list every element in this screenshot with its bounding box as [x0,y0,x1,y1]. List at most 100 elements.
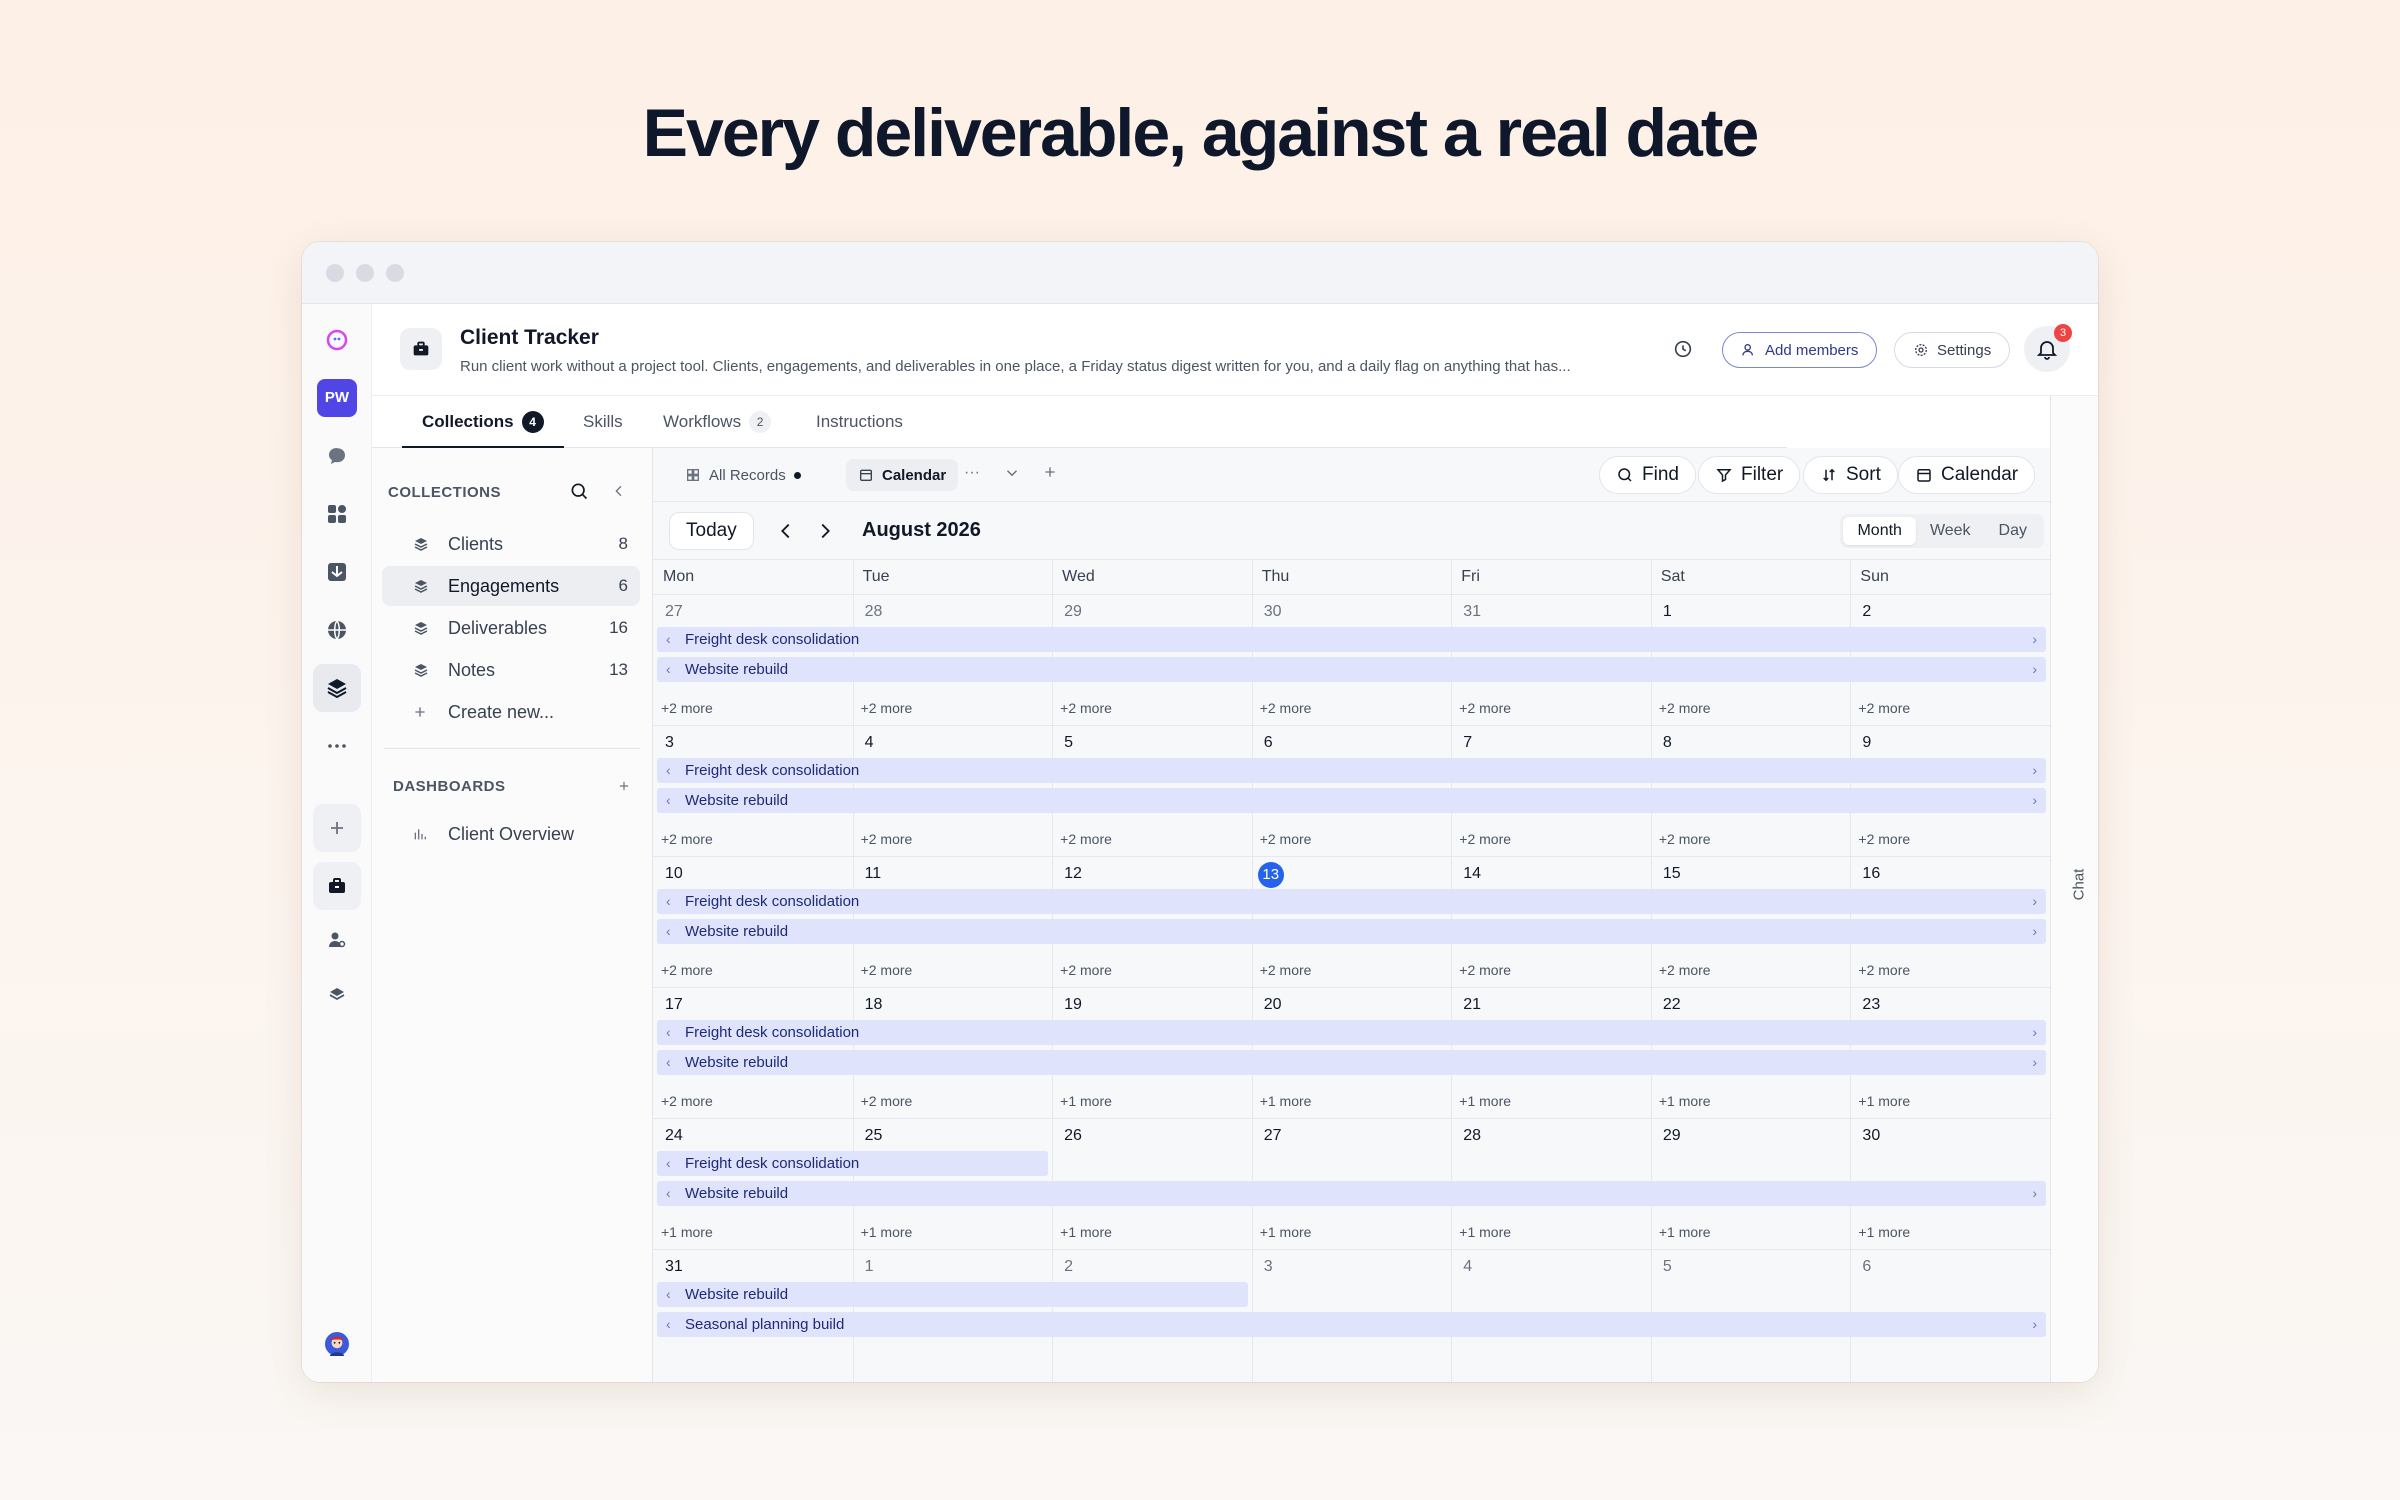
day-number[interactable]: 6 [1263,734,1273,751]
day-number[interactable]: 15 [1662,865,1681,882]
more-events-link[interactable]: +2 more [860,700,913,716]
day-number[interactable]: 31 [1463,603,1482,620]
day-number[interactable]: 26 [1064,1127,1082,1144]
today-button[interactable]: Today [669,512,754,550]
more-events-link[interactable]: +2 more [1259,700,1312,716]
window-zoom-dot[interactable] [386,264,404,282]
more-events-link[interactable]: +2 more [1259,831,1312,847]
day-number[interactable]: 2 [1862,603,1872,620]
event-bar[interactable]: ‹ Freight desk consolidation › [657,1020,2046,1045]
day-number[interactable]: 28 [864,603,883,620]
event-bar[interactable]: ‹ Website rebuild › [657,1050,2046,1075]
day-number[interactable]: 18 [864,996,883,1013]
day-number[interactable]: 5 [1064,734,1074,751]
inbox-icon[interactable] [313,548,361,596]
event-bar[interactable]: ‹ Website rebuild › [657,919,2046,944]
event-bar[interactable]: ‹ Freight desk consolidation › [657,758,2046,783]
day-number[interactable]: 1 [1662,603,1672,620]
more-events-link[interactable]: +2 more [1459,962,1512,978]
mode-day[interactable]: Day [1998,522,2027,539]
settings-button[interactable]: Settings [1894,332,2011,368]
globe-icon[interactable] [313,606,361,654]
filter-button[interactable]: Filter [1698,456,1801,494]
day-number[interactable]: 30 [1263,603,1282,620]
day-number[interactable]: 3 [665,734,674,751]
more-dots-icon[interactable] [313,722,361,770]
day-number[interactable]: 20 [1263,996,1282,1013]
event-bar[interactable]: ‹ Website rebuild [657,1282,1248,1307]
previous-month-button[interactable] [775,520,799,544]
more-events-link[interactable]: +2 more [661,700,713,716]
event-bar[interactable]: ‹ Seasonal planning build › [657,1312,2046,1337]
view-calendar[interactable]: Calendar [846,459,959,491]
day-number[interactable]: 29 [1064,603,1082,620]
more-events-link[interactable]: +1 more [1060,1224,1112,1240]
mode-month[interactable]: Month [1843,517,1916,545]
event-bar[interactable]: ‹ Website rebuild › [657,788,2046,813]
dashboard-item-client-overview[interactable]: Client Overview [382,814,640,854]
more-events-link[interactable]: +1 more [1060,1093,1112,1109]
day-number[interactable]: 12 [1064,865,1082,882]
day-number[interactable]: 21 [1463,996,1482,1013]
more-events-link[interactable]: +2 more [1459,831,1512,847]
more-events-link[interactable]: +2 more [661,962,713,978]
day-number[interactable]: 23 [1862,996,1881,1013]
tab-collections[interactable]: Collections 4 [402,396,564,449]
collection-item-engagements[interactable]: Engagements 6 [382,566,640,606]
event-bar[interactable]: ‹ Freight desk consolidation › [657,627,2046,652]
search-icon[interactable] [564,476,594,506]
stack-icon[interactable] [313,970,361,1018]
find-button[interactable]: Find [1599,456,1696,494]
view-options-icon[interactable]: ··· [964,464,980,481]
day-number[interactable]: 25 [864,1127,883,1144]
mode-week[interactable]: Week [1929,522,1971,539]
more-events-link[interactable]: +1 more [860,1224,913,1240]
day-number[interactable]: 19 [1064,996,1082,1013]
more-events-link[interactable]: +1 more [1259,1224,1312,1240]
more-events-link[interactable]: +2 more [1858,831,1911,847]
collection-item-clients[interactable]: Clients 8 [382,524,640,564]
day-number[interactable]: 9 [1862,734,1872,751]
more-events-link[interactable]: +1 more [661,1224,713,1240]
briefcase-icon[interactable] [313,862,361,910]
more-events-link[interactable]: +1 more [1858,1093,1911,1109]
day-number[interactable]: 17 [665,996,683,1013]
collections-layers-icon[interactable] [313,664,361,712]
day-number[interactable]: 8 [1662,734,1672,751]
event-bar[interactable]: ‹ Website rebuild › [657,1181,2046,1206]
more-events-link[interactable]: +2 more [1060,831,1112,847]
day-number[interactable]: 30 [1862,1127,1881,1144]
day-number[interactable]: 1 [864,1258,874,1275]
chat-bubble-icon[interactable] [313,432,361,480]
add-members-button[interactable]: Add members [1722,332,1878,368]
more-events-link[interactable]: +2 more [860,962,913,978]
more-events-link[interactable]: +2 more [1060,700,1112,716]
calendar-settings-button[interactable]: Calendar [1898,456,2036,494]
day-number[interactable]: 4 [864,734,874,751]
more-events-link[interactable]: +1 more [1259,1093,1312,1109]
day-number[interactable]: 2 [1064,1258,1074,1275]
create-new-button[interactable]: Create new... [382,692,640,732]
window-minimize-dot[interactable] [356,264,374,282]
more-events-link[interactable]: +2 more [1658,831,1711,847]
day-number[interactable]: 3 [1263,1258,1273,1275]
day-number[interactable]: 31 [665,1258,683,1275]
day-number[interactable]: 11 [864,865,882,882]
day-number[interactable]: 29 [1662,1127,1681,1144]
day-number[interactable]: 24 [665,1127,683,1144]
more-events-link[interactable]: +2 more [1658,962,1711,978]
more-events-link[interactable]: +2 more [1858,962,1911,978]
next-month-button[interactable] [814,520,838,544]
collapse-sidebar-icon[interactable] [604,476,634,506]
event-bar[interactable]: ‹ Website rebuild › [657,657,2046,682]
day-number[interactable]: 14 [1463,865,1482,882]
more-events-link[interactable]: +2 more [1459,700,1512,716]
more-events-link[interactable]: +2 more [860,831,913,847]
apps-grid-icon[interactable] [313,490,361,538]
history-icon[interactable] [1668,334,1698,364]
notifications-button[interactable]: 3 [2024,324,2072,372]
more-events-link[interactable]: +2 more [661,1093,713,1109]
day-number[interactable]: 16 [1862,865,1881,882]
window-close-dot[interactable] [326,264,344,282]
day-number[interactable]: 27 [665,603,683,620]
